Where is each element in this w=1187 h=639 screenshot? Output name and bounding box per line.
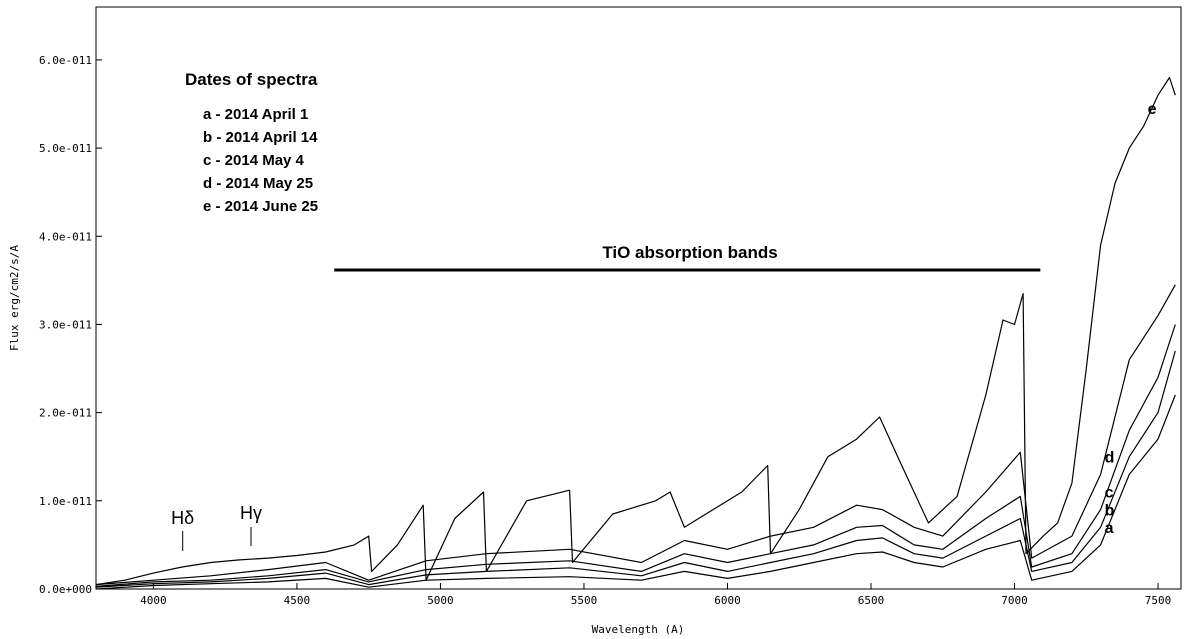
- y-tick-label: 4.0e-011: [39, 230, 92, 243]
- x-tick-label: 5500: [571, 594, 598, 607]
- y-tick-label: 6.0e-011: [39, 54, 92, 67]
- series-labels: abc d e: [1105, 101, 1157, 537]
- y-tick-label: 3.0e-011: [39, 318, 92, 331]
- y-tick-label: 1.0e-011: [39, 495, 92, 508]
- series-line-c: [95, 324, 1176, 587]
- y-tick-label: 0.0e+000: [39, 583, 92, 596]
- y-axis-label: Flux erg/cm2/s/A: [8, 245, 21, 351]
- series-label-a: a: [1105, 520, 1114, 537]
- y-axis: 0.0e+000 1.0e-011 2.0e-011 3.0e-011 4.0e-011…: [39, 54, 102, 596]
- h-delta-symbol: H: [171, 508, 184, 528]
- plot-frame: [95, 6, 1182, 590]
- series-label-b: b: [1105, 502, 1115, 519]
- series-label-e: e: [1148, 101, 1157, 118]
- y-tick-label: 2.0e-011: [39, 407, 92, 420]
- y-tick-label: 5.0e-011: [39, 142, 92, 155]
- x-tick-label: 7000: [1001, 594, 1028, 607]
- series-label-d: d: [1105, 449, 1115, 466]
- h-gamma-label: Hγ: [240, 503, 262, 523]
- x-tick-label: 6500: [858, 594, 885, 607]
- x-tick-label: 4500: [284, 594, 311, 607]
- legend-entry-e: e - 2014 June 25: [203, 198, 318, 215]
- series-line-d: [95, 284, 1176, 586]
- legend-entry-a: a - 2014 April 1: [203, 106, 308, 123]
- x-tick-label: 7500: [1145, 594, 1172, 607]
- tio-label: TiO absorption bands: [602, 243, 777, 262]
- legend-entry-b: b - 2014 April 14: [203, 129, 318, 146]
- series-layer: [95, 76, 1176, 590]
- x-tick-label: 5000: [427, 594, 454, 607]
- series-label-c: c: [1105, 485, 1114, 502]
- h-delta-label: Hδ: [171, 508, 194, 528]
- legend-title: Dates of spectra: [185, 70, 318, 89]
- h-gamma-symbol: H: [240, 503, 253, 523]
- x-axis: 4000 4500 5000 5500 6000 6500 7000 7500: [140, 583, 1171, 607]
- series-line-e: [95, 76, 1176, 586]
- x-tick-label: 6000: [714, 594, 741, 607]
- legend: Dates of spectra a - 2014 April 1 b - 20…: [185, 70, 318, 215]
- x-axis-label: Wavelength (A): [592, 623, 685, 636]
- x-tick-label: 4000: [140, 594, 167, 607]
- h-delta-greek: δ: [184, 508, 194, 528]
- series-line-b: [95, 350, 1176, 588]
- series-line-a: [95, 394, 1176, 590]
- legend-entry-c: c - 2014 May 4: [203, 152, 305, 169]
- h-gamma-greek: γ: [253, 503, 262, 523]
- legend-entry-d: d - 2014 May 25: [203, 175, 313, 192]
